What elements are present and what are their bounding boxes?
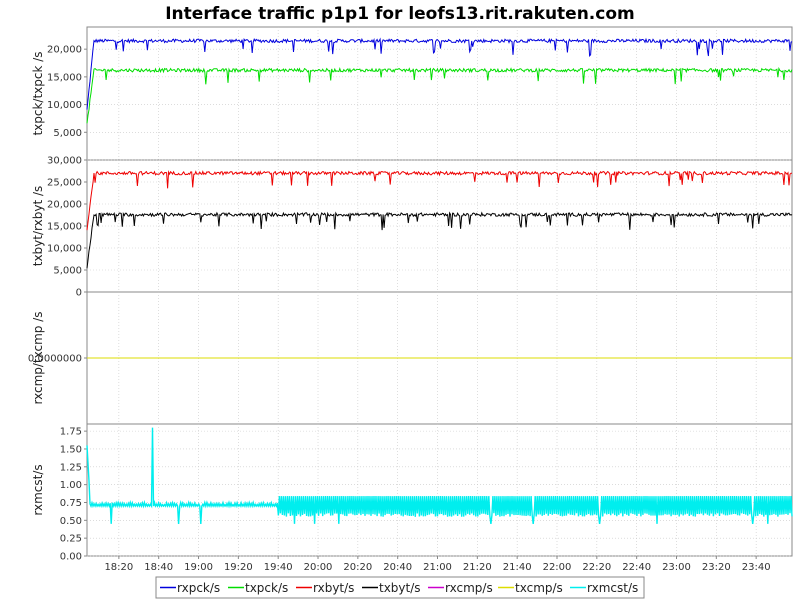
x-tick-label: 19:40	[264, 562, 293, 573]
legend-label: rxpck/s	[177, 581, 220, 595]
series-line-txpcks	[86, 66, 793, 124]
y-tick-label: 30,000	[47, 156, 82, 167]
y-tick-label: 25,000	[47, 178, 82, 189]
y-tick-label: 1.25	[60, 462, 82, 473]
x-tick-label: 22:40	[622, 562, 651, 573]
x-tick-label: 22:20	[582, 562, 611, 573]
legend-label: rxcmp/s	[445, 581, 493, 595]
y-axis-label: txpck/txpck /s	[31, 51, 45, 135]
y-axis-label: rxcmp/txcmp /s	[31, 311, 45, 404]
legend-label: rxbyt/s	[313, 581, 354, 595]
legend: rxpck/s txpck/s rxbyt/s txbyt/s rxcmp/s txcmp…	[155, 576, 645, 599]
x-tick-label: 23:00	[662, 562, 691, 573]
panel-2: 0 5,000 10,000 15,000 20,000 25,000 30,000 txby…	[31, 156, 793, 299]
series-line-rxpcks	[86, 37, 793, 110]
panel-frame	[86, 26, 793, 161]
legend-label: txbyt/s	[379, 581, 421, 595]
legend-label: txpck/s	[245, 581, 288, 595]
x-tick-label: 23:20	[702, 562, 731, 573]
x-tick-label: 22:00	[543, 562, 572, 573]
x-axis: 18:20 18:40 19:00 19:20 19:40 20:00 20:20 20:40…	[104, 556, 771, 573]
x-tick-label: 21:00	[423, 562, 452, 573]
panel-frame	[86, 423, 793, 557]
y-tick-label: 0.25	[60, 534, 82, 545]
series-line-txbyts	[86, 211, 793, 269]
y-tick-label: 0.00	[60, 552, 82, 563]
x-tick-label: 21:20	[463, 562, 492, 573]
legend-label: txcmp/s	[515, 581, 563, 595]
y-tick-label: 5,000	[53, 266, 82, 277]
x-tick-label: 23:40	[742, 562, 771, 573]
x-tick-label: 21:40	[503, 562, 532, 573]
x-tick-label: 20:40	[383, 562, 412, 573]
x-tick-label: 19:20	[224, 562, 253, 573]
series-line-rxbyts	[86, 170, 792, 231]
y-tick-label: 15,000	[47, 222, 82, 233]
y-axis-label: rxmcst/s	[31, 464, 45, 515]
y-tick-label: 0	[76, 288, 82, 299]
y-axis-label: txbyt/rxbyt /s	[31, 186, 45, 267]
y-tick-label: 20,000	[47, 200, 82, 211]
legend-item: txbyt/s	[362, 581, 421, 595]
x-tick-label: 18:20	[104, 562, 133, 573]
legend-item: rxcmp/s	[428, 581, 493, 595]
legend-label: rxmcst/s	[587, 581, 638, 595]
x-tick-label: 20:00	[304, 562, 333, 573]
legend-item: txpck/s	[228, 581, 288, 595]
y-tick-label: 15,000	[47, 72, 82, 83]
y-tick-label: 1.50	[60, 444, 82, 455]
y-tick-label: 0.50	[60, 516, 82, 527]
x-tick-label: 19:00	[184, 562, 213, 573]
y-tick-label: 1.75	[60, 427, 82, 438]
legend-item: txcmp/s	[498, 581, 563, 595]
legend-item: rxmcst/s	[570, 581, 638, 595]
y-tick-label: 5,000	[53, 128, 82, 139]
y-tick-label: 0.75	[60, 498, 82, 509]
y-tick-label: 0.0000000	[28, 354, 82, 365]
y-tick-label: 10,000	[47, 244, 82, 255]
legend-item: rxpck/s	[160, 581, 220, 595]
y-tick-label: 1.00	[60, 480, 82, 491]
panel-4: 0.00 0.25 0.50 0.75 1.00 1.25 1.50 1.75 rxmcst/s	[31, 423, 793, 563]
x-tick-label: 18:40	[144, 562, 173, 573]
y-tick-label: 10,000	[47, 100, 82, 111]
x-tick-label: 20:20	[343, 562, 372, 573]
y-tick-label: 20,000	[47, 45, 82, 56]
chart-title: Interface traffic p1p1 for leofs13.rit.r…	[165, 4, 635, 24]
legend-box	[155, 576, 645, 599]
legend-item: rxbyt/s	[296, 581, 354, 595]
series-line-rxmcsts	[86, 427, 793, 524]
